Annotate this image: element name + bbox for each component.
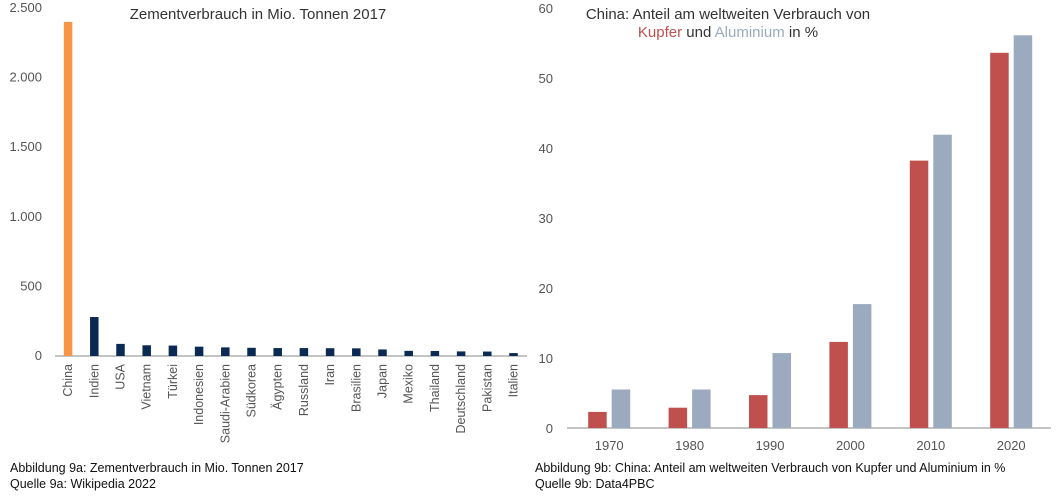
bar-kupfer-2000 [829,341,848,428]
chart-a-xtick-label: Vietnam [140,364,154,410]
chart-a-xtick-label: Saudi-Arabien [218,364,232,443]
bar-kupfer-1980 [668,407,688,428]
chart-b-ytick-label: 0 [546,421,553,436]
chart-a-ytick-label: 2.000 [9,70,42,85]
bar-thailand [430,350,440,356]
caption-9a-source: Quelle 9a: Wikipedia 2022 [10,477,156,491]
title-suffix: in % [785,24,818,41]
caption-9b-title: Abbildung 9b: China: Anteil am weltweite… [535,461,1006,475]
bar-pakistan [483,351,492,356]
legend-kupfer: Kupfer [638,24,682,41]
chart-cement: Zementverbrauch in Mio. Tonnen 2017 0 500… [9,0,527,443]
chart-a-xtick-label: Indien [87,364,101,398]
chart-b-ytick-label: 60 [539,1,553,16]
chart-copper-aluminium: China: Anteil am weltweiten Verbrauch vo… [539,1,1051,453]
chart-a-xtick-label: Indonesien [192,364,206,425]
chart-b-xtick-label: 1970 [595,438,624,453]
bar-mexiko [404,350,413,356]
bar-aluminium-1970 [611,389,631,428]
chart-a-xtick-label: Mexiko [402,364,416,404]
caption-9b-source: Quelle 9b: Data4PBC [535,477,655,491]
chart-a-xtick-label: USA [114,363,128,389]
chart-a-xtick-label: Iran [323,364,337,386]
bar-indien [90,317,99,356]
chart-a-xtick-label: Pakistan [480,364,494,412]
bar-ägypten [273,348,282,356]
chart-a-xtick-label: Türkei [166,364,180,399]
bar-kupfer-2010 [909,160,929,428]
bar-brasilien [352,348,361,356]
chart-b-ytick-label: 30 [539,211,553,226]
chart-a-ytick-label: 1.000 [9,209,42,224]
bar-aluminium-2000 [852,304,872,428]
chart-b-xtick-label: 1990 [756,438,785,453]
chart-b-title-line2: Kupfer und Aluminium in % [638,24,818,41]
chart-a-xtick-label: Russland [297,364,311,416]
chart-a-title: Zementverbrauch in Mio. Tonnen 2017 [130,6,387,23]
bar-usa [116,343,125,356]
bar-türkei [168,345,178,356]
bar-aluminium-2010 [933,134,952,428]
chart-a-xtick-label: Italien [507,364,521,397]
chart-b-xtick-label: 2010 [916,438,945,453]
chart-a-xtick-label: China [61,364,75,397]
chart-b-xtick-label: 2020 [997,438,1026,453]
bar-indonesien [194,346,204,356]
bar-deutschland [456,351,466,356]
chart-b-xtick-label: 2000 [836,438,865,453]
bar-saudi-arabien [221,347,230,356]
bar-iran [325,348,335,356]
bar-südkorea [247,347,256,356]
bar-aluminium-1990 [772,353,791,428]
bar-kupfer-1970 [588,411,607,428]
chart-b-ytick-label: 20 [539,281,553,296]
chart-b-xtick-label: 1980 [675,438,704,453]
bar-china [63,21,73,356]
caption-9a-title: Abbildung 9a: Zementverbrauch in Mio. To… [10,461,304,475]
chart-a-xtick-label: Thailand [428,364,442,412]
bar-aluminium-2020 [1013,35,1033,429]
chart-a-xtick-label: Japan [376,364,390,398]
chart-a-ytick-label: 500 [20,278,42,293]
chart-b-ytick-label: 40 [539,141,553,156]
chart-a-ytick-label: 0 [35,348,42,363]
caption-figure-9b: Abbildung 9b: China: Anteil am weltweite… [535,460,1005,492]
bar-kupfer-2020 [990,52,1009,429]
chart-a-xtick-label: Ägypten [271,364,285,410]
bar-japan [378,349,387,356]
legend-aluminium: Aluminium [715,24,785,41]
chart-a-xtick-label: Brasilien [349,364,363,412]
bar-italien [509,353,518,356]
chart-a-ytick-label: 2.500 [9,0,42,15]
bar-russland [299,348,309,356]
bar-vietnam [142,345,151,356]
chart-b-ytick-label: 50 [539,71,553,86]
chart-a-xtick-label: Deutschland [454,364,468,434]
caption-figure-9a: Abbildung 9a: Zementverbrauch in Mio. To… [10,460,304,492]
chart-b-title-line1: China: Anteil am weltweiten Verbrauch vo… [586,6,870,23]
chart-a-xtick-label: Südkorea [245,364,259,418]
chart-b-ytick-label: 10 [539,351,553,366]
bar-aluminium-1980 [692,389,711,428]
bar-kupfer-1990 [749,395,768,428]
title-und: und [682,24,715,41]
chart-a-ytick-label: 1.500 [9,139,42,154]
